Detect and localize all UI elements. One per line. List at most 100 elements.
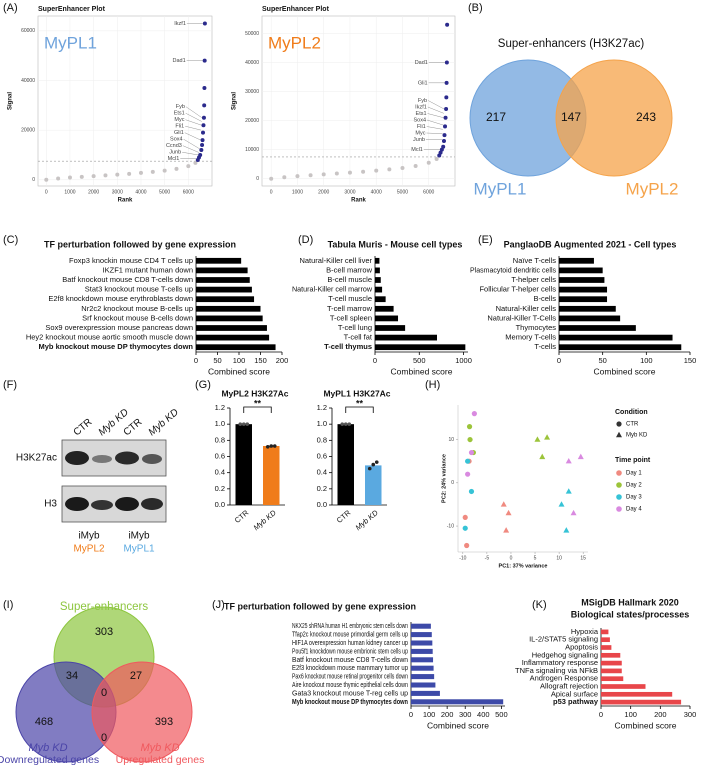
point	[465, 471, 471, 477]
x-tick-label: 100	[624, 710, 637, 719]
point	[199, 148, 204, 153]
panel-label: (F)	[3, 379, 17, 391]
bar	[375, 315, 399, 322]
bar	[375, 286, 383, 293]
y-tick-label: 0.0	[317, 500, 327, 509]
category-label: Thymocytes	[516, 323, 557, 332]
x-tick-label: CTR	[335, 508, 353, 525]
point	[127, 171, 132, 176]
point	[565, 458, 572, 464]
legend-key	[616, 494, 622, 500]
x-tick-label: 50	[598, 356, 606, 365]
annotation: Sox4	[413, 117, 426, 123]
bar	[196, 257, 242, 264]
cell-line-label: MyPL2	[268, 33, 321, 52]
bar	[559, 315, 621, 322]
legend-key	[616, 482, 622, 488]
venn-count: 0	[101, 687, 107, 699]
bar	[411, 623, 431, 629]
x-tick-label: 3000	[344, 189, 355, 195]
point	[505, 509, 512, 516]
point	[444, 106, 449, 111]
point	[441, 138, 446, 143]
x-tick-label: 6000	[423, 189, 434, 195]
point	[400, 165, 405, 170]
point	[347, 170, 352, 175]
point	[103, 173, 108, 178]
bar	[559, 257, 594, 264]
category-label: Pou5f1 knockdown mouse embrionic stem ce…	[292, 646, 408, 655]
x-tick-label: 0	[510, 555, 513, 561]
x-tick-label: 10	[556, 555, 562, 561]
category-label: B-cell marrow	[326, 265, 372, 274]
annotation-leader	[427, 113, 444, 118]
point	[202, 21, 207, 26]
point	[282, 175, 287, 180]
annotation-leader	[182, 152, 199, 156]
band	[92, 455, 112, 463]
bar	[375, 305, 394, 312]
y-tick-label: 50000	[245, 31, 259, 37]
y-tick-label: 0	[32, 177, 35, 183]
annotation-leader	[185, 126, 202, 131]
bar	[559, 344, 682, 351]
point	[465, 458, 471, 464]
annotation: Dad1	[173, 58, 186, 64]
panel-label: (G)	[195, 379, 211, 391]
y-tick-label: 1.0	[317, 419, 327, 428]
point	[79, 174, 84, 179]
x-tick-label: 1000	[292, 189, 303, 195]
point	[174, 166, 179, 171]
point	[202, 58, 207, 63]
cell-line-label: MyPL2	[73, 544, 105, 555]
point	[269, 176, 274, 181]
panel-label: (B)	[468, 2, 483, 14]
annotation-leader	[426, 119, 444, 126]
legend-label: CTR	[626, 422, 639, 428]
bar	[601, 652, 621, 658]
x-tick-label: 4000	[135, 189, 146, 195]
cell-line-label: MyPL1	[123, 544, 155, 555]
y-tick-label: 0.8	[215, 435, 225, 444]
legend-title: Time point	[615, 457, 651, 464]
x-tick-label: 1000	[64, 189, 75, 195]
point	[374, 168, 379, 173]
legend-label: Day 4	[626, 507, 642, 513]
point	[443, 115, 448, 120]
category-label: Memory T-cells	[505, 333, 556, 342]
category-label: Plasmacytoid dendritic cells	[470, 265, 556, 274]
y-tick-label: 10000	[245, 147, 259, 153]
category-label: NKX25 shRNA human H1 embryonic stem cell…	[292, 621, 408, 630]
bar	[559, 334, 673, 341]
point	[186, 164, 191, 169]
point	[334, 171, 339, 176]
category-label: Tfap2c knockout mouse primordial germ ce…	[292, 630, 408, 639]
bar	[601, 660, 622, 666]
construct-label: iMyb	[78, 531, 100, 542]
point	[563, 527, 570, 533]
venn-set-subtitle: Upregulated genes	[116, 754, 205, 766]
annotation-leader	[185, 119, 202, 126]
y-tick-label: -10	[447, 523, 454, 529]
venn-count: 27	[130, 670, 142, 682]
category-label: T-cell marrow	[327, 304, 373, 313]
bar	[601, 684, 646, 689]
annotation: Dad1	[415, 60, 428, 66]
replicate-point	[245, 422, 250, 426]
point	[467, 436, 473, 443]
category-label: Hedgehog signaling	[532, 650, 598, 659]
x-tick-label: 0	[373, 356, 377, 365]
annotation: Myc	[174, 117, 184, 123]
point	[150, 169, 155, 174]
x-tick-label: 0	[45, 189, 48, 195]
category-label: Inflammatory response	[522, 658, 598, 667]
y-tick-label: 60000	[21, 28, 35, 34]
category-label: Apoptosis	[565, 642, 598, 651]
annotation-leader	[427, 100, 445, 110]
y-tick-label: 0.4	[215, 468, 225, 477]
venn-title: Super-enhancers (H3K27ac)	[498, 38, 645, 50]
category-label: Natural-Killer cell liver	[299, 256, 372, 265]
x-tick-label: 0	[270, 189, 273, 195]
annotation: Mcl1	[411, 147, 423, 153]
x-tick-label: 500	[413, 356, 426, 365]
